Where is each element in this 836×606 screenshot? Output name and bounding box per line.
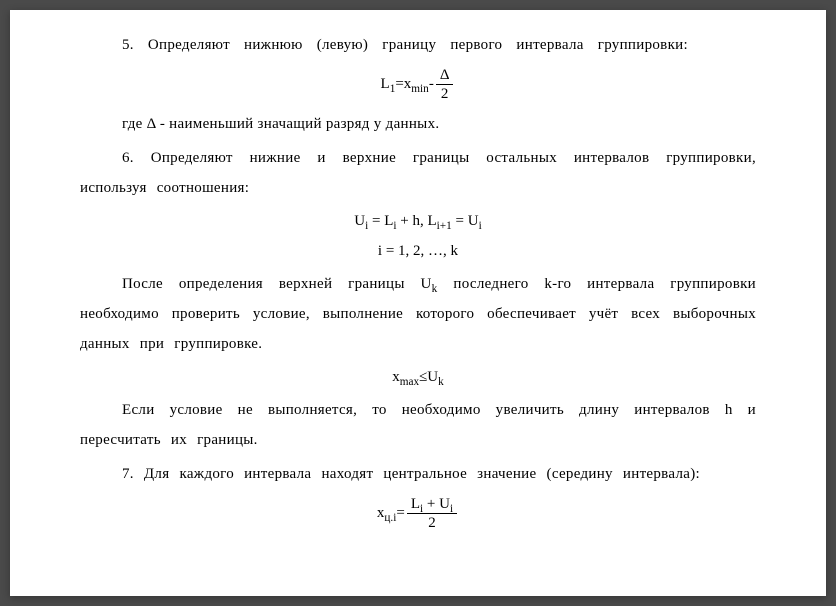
- document-page: 5. Определяют нижнюю (левую) границу пер…: [10, 10, 826, 596]
- formula-1-text: L1=xmin-Δ2: [381, 76, 456, 92]
- formula-4: xmax≤Uk: [80, 365, 756, 389]
- formula-3: i = 1, 2, …, k: [80, 239, 756, 263]
- paragraph-after-bounds: После определения верхней границы Uk пос…: [80, 269, 756, 359]
- paragraph-5: 5. Определяют нижнюю (левую) границу пер…: [80, 30, 756, 60]
- paragraph-delta-def: где Δ - наименьший значащий разряд у дан…: [80, 109, 756, 139]
- formula-5: xц.i=Li + Ui2: [80, 495, 756, 532]
- formula-2: Ui = Li + h, Li+1 = Ui: [80, 209, 756, 233]
- paragraph-condition: Если условие не выполняется, то необходи…: [80, 395, 756, 455]
- paragraph-6: 6. Определяют нижние и верхние границы о…: [80, 143, 756, 203]
- formula-1: L1=xmin-Δ2: [80, 66, 756, 103]
- paragraph-7: 7. Для каждого интервала находят централ…: [80, 459, 756, 489]
